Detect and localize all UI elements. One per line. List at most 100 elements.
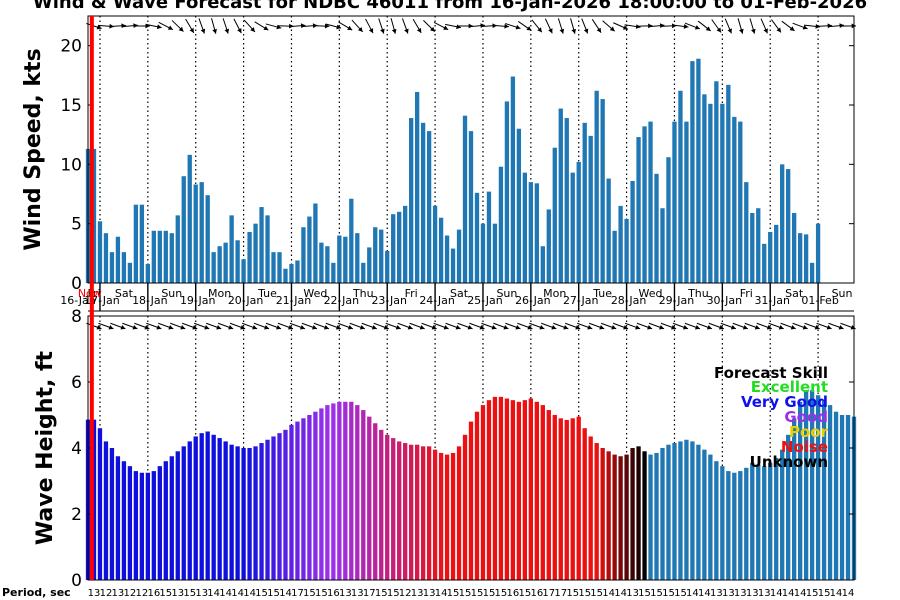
wave-arrow-icon — [588, 322, 605, 330]
wave-ytick-label: 4 — [71, 439, 82, 459]
wave-bar — [564, 419, 569, 580]
wind-bar — [151, 230, 156, 283]
wave-bar — [403, 443, 408, 580]
period-tick-label: 13 — [626, 588, 639, 599]
wind-bar — [438, 217, 444, 283]
wave-bar — [732, 472, 737, 580]
wind-bar — [253, 223, 258, 283]
period-tick-label: 13 — [758, 588, 771, 599]
wind-bar — [313, 203, 318, 283]
period-tick-label: 14 — [830, 588, 843, 599]
wind-arrow-icon — [243, 19, 256, 33]
wave-bar — [570, 418, 575, 580]
wave-bar — [438, 452, 444, 580]
wave-arrow-icon — [433, 322, 449, 330]
wave-arrow-icon — [313, 322, 330, 330]
wave-bar — [618, 456, 623, 580]
period-tick-label: 15 — [662, 588, 675, 599]
wind-arrow-icon — [365, 18, 374, 34]
wave-arrow-icon — [182, 322, 198, 330]
wave-bar — [630, 448, 635, 580]
period-tick-label: 16 — [327, 588, 340, 599]
wind-arrow-icon — [724, 18, 732, 34]
wave-bar — [672, 443, 677, 580]
wave-arrow-icon — [612, 322, 629, 330]
period-tick-label: 14 — [207, 588, 220, 599]
wind-bar — [666, 157, 671, 283]
wind-ytick-label: 20 — [60, 37, 82, 57]
wave-axes-frame — [87, 315, 855, 581]
wind-bar — [181, 176, 186, 283]
wave-bar — [594, 443, 599, 580]
wave-bar — [792, 418, 797, 580]
wind-bar — [97, 221, 103, 283]
wave-bar — [744, 467, 749, 580]
wind-bar — [684, 121, 689, 283]
wave-bar — [726, 471, 731, 580]
legend-item: Excellent — [751, 378, 828, 396]
wave-arrow-icon — [445, 322, 461, 330]
period-tick-label: 15 — [459, 588, 472, 599]
wind-bar — [468, 131, 474, 283]
wind-arrow-icon — [792, 22, 808, 30]
wave-bar — [121, 461, 127, 580]
now-line — [89, 16, 94, 580]
wind-arrow-icon — [737, 18, 744, 34]
period-tick-label: 15 — [495, 588, 508, 599]
wave-bar — [181, 446, 186, 580]
wind-bar — [271, 252, 276, 283]
period-tick-label: 16 — [147, 588, 160, 599]
wave-arrow-icon — [253, 322, 270, 330]
wave-bar — [450, 452, 456, 580]
wave-arrow-icon — [205, 322, 222, 330]
wind-bar — [379, 229, 384, 283]
wind-bar — [492, 223, 498, 283]
wave-height-bars — [85, 390, 857, 580]
wave-y-axis-label: Wave Height, ft — [33, 350, 58, 545]
wind-bar — [528, 182, 533, 283]
period-tick-label: 13 — [339, 588, 352, 599]
wind-arrow-icon — [445, 23, 461, 30]
wave-bar — [690, 441, 695, 580]
wave-arrow-icon — [457, 322, 473, 330]
wave-bar — [331, 403, 336, 580]
wind-bar — [414, 91, 420, 284]
period-tick-label: 12 — [100, 588, 113, 599]
day-date-label: 29-Jan — [659, 294, 695, 307]
day-weekday-label: Fri — [405, 287, 418, 300]
wind-bar — [235, 240, 240, 283]
day-date-label: 19-Jan — [180, 294, 216, 307]
wave-bar — [576, 416, 581, 580]
wind-bar — [660, 208, 665, 283]
period-axis-label: Period, sec — [2, 586, 71, 599]
wave-bar — [235, 446, 240, 580]
period-tick-label: 15 — [183, 588, 196, 599]
wind-arrow-icon — [412, 18, 422, 34]
wind-bar — [558, 108, 563, 283]
wind-bar — [426, 131, 432, 283]
period-tick-label: 14 — [782, 588, 795, 599]
wave-bar — [289, 424, 294, 580]
wave-bar — [361, 410, 366, 580]
wind-arrow-icon — [211, 18, 217, 34]
wind-bar — [486, 191, 492, 283]
wind-arrow-icon — [254, 21, 269, 31]
day-date-label: 22-Jan — [324, 294, 360, 307]
wind-arrow-icon — [544, 18, 553, 34]
wind-bar — [720, 103, 725, 284]
wind-bar — [391, 214, 396, 283]
wind-bar — [540, 246, 545, 283]
wind-bar — [133, 204, 139, 283]
wave-bar — [259, 443, 264, 580]
period-tick-label: 15 — [483, 588, 496, 599]
day-weekday-label: Sat — [785, 287, 804, 300]
day-weekday-label: Tue — [257, 287, 277, 300]
wind-bar — [217, 246, 222, 283]
wind-bar — [223, 242, 228, 283]
legend-item: Very Good — [741, 393, 828, 411]
wind-bar — [199, 182, 204, 283]
wave-bar — [337, 401, 342, 580]
period-tick-label: 12 — [124, 588, 137, 599]
wind-bar — [283, 268, 288, 283]
